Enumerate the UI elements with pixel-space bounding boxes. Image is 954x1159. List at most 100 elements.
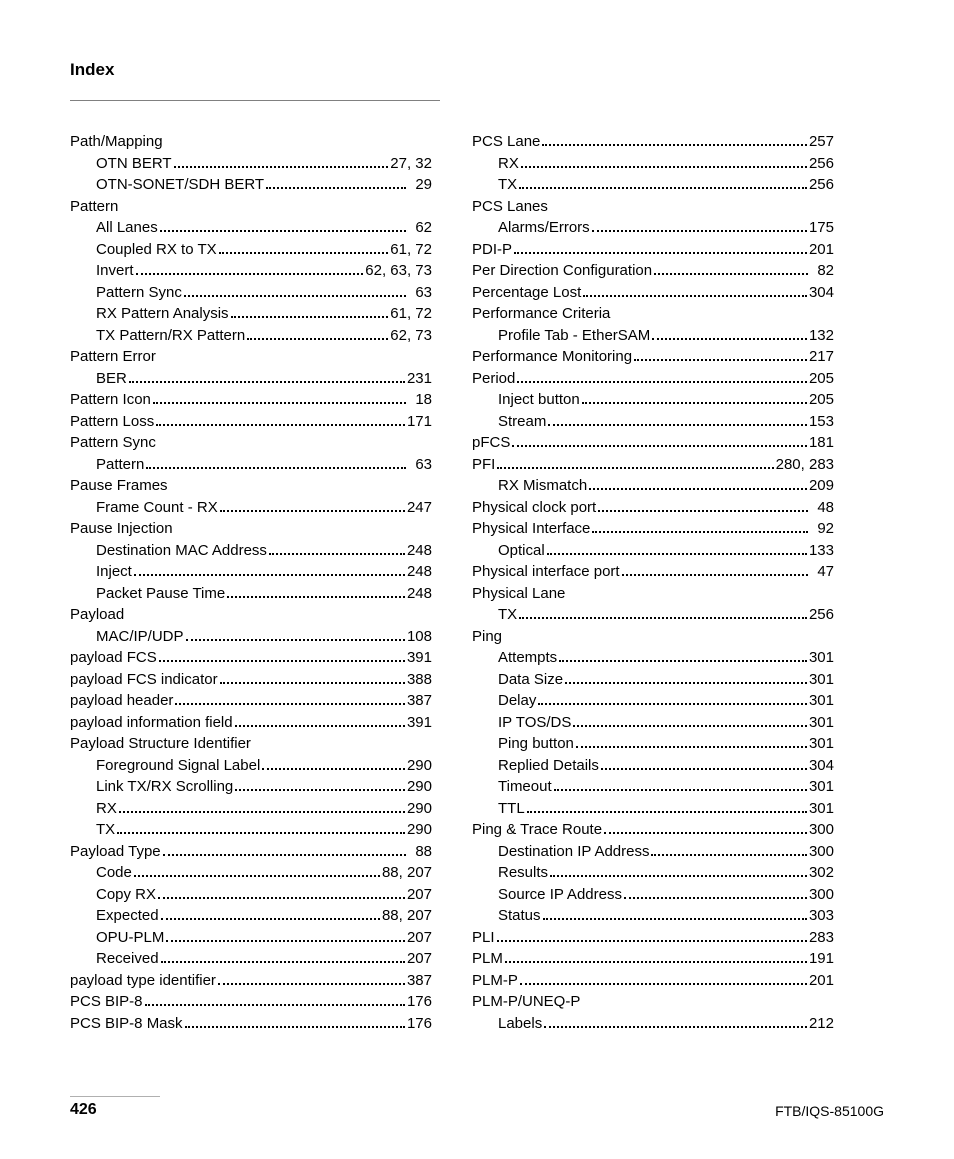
index-page-ref[interactable]: 29 — [408, 174, 432, 196]
index-page-ref[interactable]: 88 — [408, 841, 432, 863]
index-term: TX — [498, 174, 517, 196]
index-page-ref[interactable]: 176 — [407, 991, 432, 1013]
index-entry: Received 207 — [70, 948, 432, 970]
index-page-ref[interactable]: 248 — [407, 540, 432, 562]
index-page-ref[interactable]: 391 — [407, 712, 432, 734]
index-page-ref[interactable]: 212 — [809, 1013, 834, 1035]
index-page-ref[interactable]: 301 — [809, 733, 834, 755]
index-page-ref[interactable]: 257 — [809, 131, 834, 153]
index-term: TTL — [498, 798, 525, 820]
leader-dots — [175, 693, 405, 706]
index-page-ref[interactable]: 231 — [407, 368, 432, 390]
index-page-ref[interactable]: 280, 283 — [776, 454, 834, 476]
index-page-ref[interactable]: 248 — [407, 561, 432, 583]
index-page-ref[interactable]: 300 — [809, 841, 834, 863]
index-entry: Ping & Trace Route 300 — [472, 819, 834, 841]
index-page-ref[interactable]: 205 — [809, 389, 834, 411]
index-page-ref[interactable]: 27, 32 — [390, 153, 432, 175]
index-page-ref[interactable]: 301 — [809, 712, 834, 734]
index-page-ref[interactable]: 62, 73 — [390, 325, 432, 347]
index-page-ref[interactable]: 283 — [809, 927, 834, 949]
index-page-ref[interactable]: 387 — [407, 970, 432, 992]
index-page-ref[interactable]: 391 — [407, 647, 432, 669]
index-term: PCS BIP-8 Mask — [70, 1013, 183, 1035]
index-page-ref[interactable]: 290 — [407, 755, 432, 777]
index-page-ref[interactable]: 153 — [809, 411, 834, 433]
index-page-ref[interactable]: 133 — [809, 540, 834, 562]
leader-dots — [604, 822, 807, 835]
leader-dots — [517, 370, 807, 383]
index-page-ref[interactable]: 256 — [809, 153, 834, 175]
index-page-ref[interactable]: 205 — [809, 368, 834, 390]
index-page-ref[interactable]: 48 — [810, 497, 834, 519]
leader-dots — [129, 370, 405, 383]
index-entry: PLM-P 201 — [472, 970, 834, 992]
index-page-ref[interactable]: 247 — [407, 497, 432, 519]
index-page-ref[interactable]: 301 — [809, 776, 834, 798]
index-page-ref[interactable]: 290 — [407, 776, 432, 798]
page-header-title: Index — [70, 60, 884, 80]
index-page-ref[interactable]: 256 — [809, 604, 834, 626]
leader-dots — [538, 693, 807, 706]
index-page-ref[interactable]: 132 — [809, 325, 834, 347]
index-term: Inject button — [498, 389, 580, 411]
index-page-ref[interactable]: 63 — [408, 454, 432, 476]
index-page-ref[interactable]: 47 — [810, 561, 834, 583]
index-page-ref[interactable]: 108 — [407, 626, 432, 648]
index-page-ref[interactable]: 171 — [407, 411, 432, 433]
index-page-ref[interactable]: 62 — [408, 217, 432, 239]
index-page-ref[interactable]: 207 — [407, 884, 432, 906]
index-page-ref[interactable]: 176 — [407, 1013, 432, 1035]
leader-dots — [134, 564, 405, 577]
index-page-ref[interactable]: 302 — [809, 862, 834, 884]
index-page-ref[interactable]: 88, 207 — [382, 905, 432, 927]
index-page-ref[interactable]: 303 — [809, 905, 834, 927]
index-page-ref[interactable]: 61, 72 — [390, 239, 432, 261]
index-page-ref[interactable]: 209 — [809, 475, 834, 497]
index-page-ref[interactable]: 207 — [407, 948, 432, 970]
index-heading: PCS Lanes — [472, 196, 834, 218]
leader-dots — [145, 994, 405, 1007]
index-page-ref[interactable]: 61, 72 — [390, 303, 432, 325]
index-page-ref[interactable]: 256 — [809, 174, 834, 196]
leader-dots — [601, 757, 807, 770]
index-page-ref[interactable]: 62, 63, 73 — [365, 260, 432, 282]
index-page-ref[interactable]: 300 — [809, 819, 834, 841]
index-page-ref[interactable]: 217 — [809, 346, 834, 368]
index-page-ref[interactable]: 290 — [407, 798, 432, 820]
index-entry: Physical Interface 92 — [472, 518, 834, 540]
index-term: pFCS — [472, 432, 510, 454]
index-page-ref[interactable]: 88, 207 — [382, 862, 432, 884]
index-entry: Replied Details 304 — [472, 755, 834, 777]
leader-dots — [634, 349, 807, 362]
index-entry: TX Pattern/RX Pattern 62, 73 — [70, 325, 432, 347]
leader-dots — [119, 800, 405, 813]
index-page-ref[interactable]: 201 — [809, 239, 834, 261]
index-page-ref[interactable]: 301 — [809, 690, 834, 712]
index-heading: Performance Criteria — [472, 303, 834, 325]
index-page-ref[interactable]: 388 — [407, 669, 432, 691]
index-entry: Destination MAC Address 248 — [70, 540, 432, 562]
index-entry: Payload Type 88 — [70, 841, 432, 863]
index-term: MAC/IP/UDP — [96, 626, 184, 648]
index-page-ref[interactable]: 387 — [407, 690, 432, 712]
index-page-ref[interactable]: 207 — [407, 927, 432, 949]
index-page-ref[interactable]: 92 — [810, 518, 834, 540]
index-page-ref[interactable]: 175 — [809, 217, 834, 239]
index-page-ref[interactable]: 301 — [809, 647, 834, 669]
index-page-ref[interactable]: 300 — [809, 884, 834, 906]
header-rule — [70, 100, 440, 101]
index-page-ref[interactable]: 82 — [810, 260, 834, 282]
index-page-ref[interactable]: 63 — [408, 282, 432, 304]
index-page-ref[interactable]: 18 — [408, 389, 432, 411]
index-term: PCS BIP-8 — [70, 991, 143, 1013]
index-page-ref[interactable]: 191 — [809, 948, 834, 970]
index-page-ref[interactable]: 301 — [809, 669, 834, 691]
index-page-ref[interactable]: 181 — [809, 432, 834, 454]
index-page-ref[interactable]: 304 — [809, 755, 834, 777]
index-page-ref[interactable]: 248 — [407, 583, 432, 605]
index-page-ref[interactable]: 304 — [809, 282, 834, 304]
index-page-ref[interactable]: 201 — [809, 970, 834, 992]
index-page-ref[interactable]: 290 — [407, 819, 432, 841]
index-page-ref[interactable]: 301 — [809, 798, 834, 820]
